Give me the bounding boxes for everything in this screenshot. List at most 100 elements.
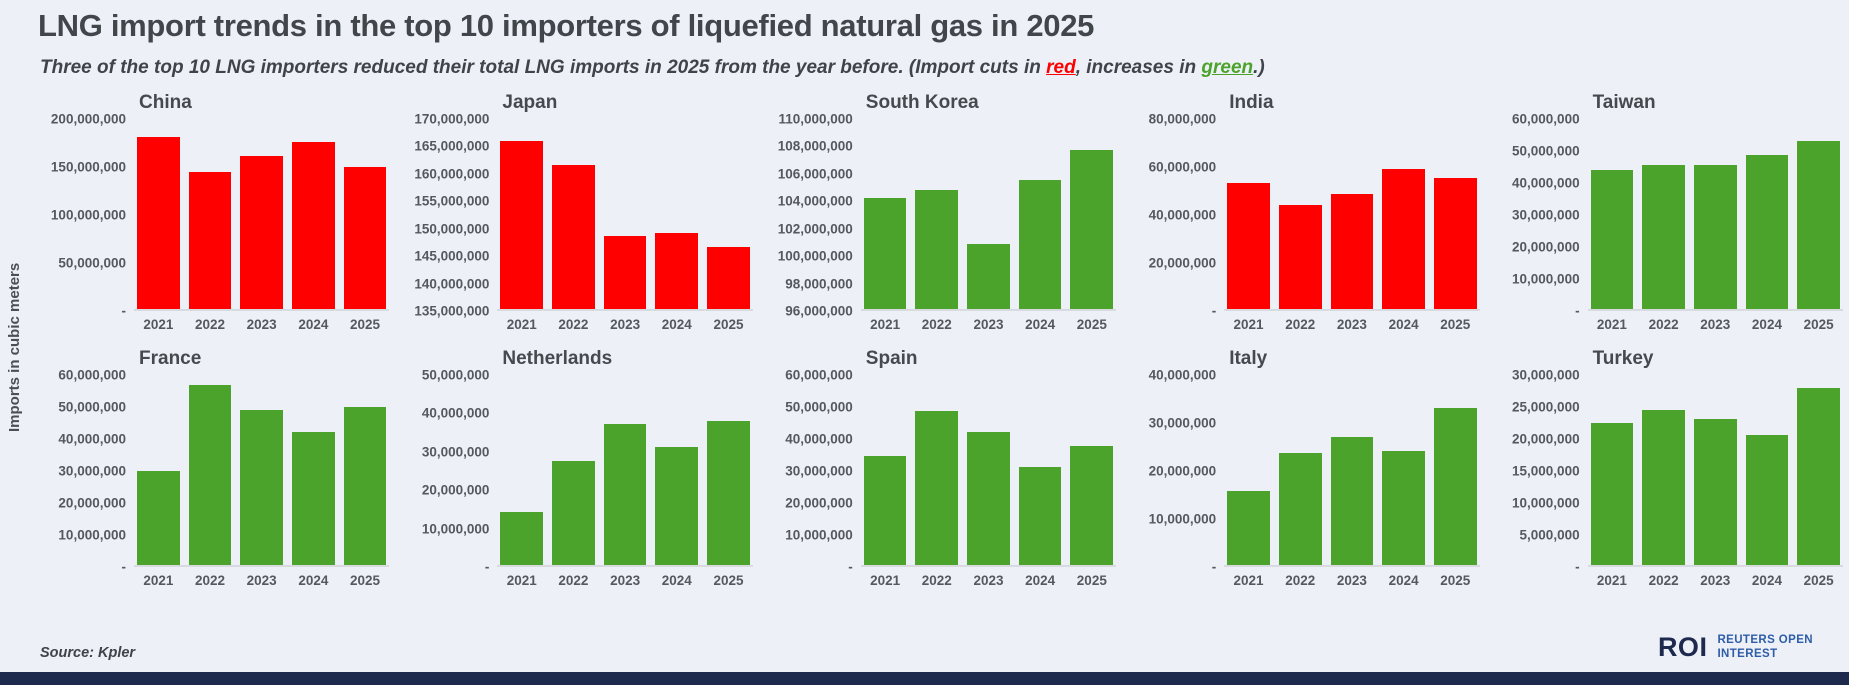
bar-2022 [552, 460, 595, 565]
bar-2024 [1745, 155, 1789, 309]
subtitle: Three of the top 10 LNG importers reduce… [40, 57, 1265, 79]
chart-title: India [1229, 92, 1274, 113]
x-axis-labels: 2021 2022 2023 2024 2025 [134, 567, 389, 594]
bar-2023 [240, 156, 284, 309]
roi-logo-line1: REUTERS OPEN [1717, 633, 1813, 646]
bar-2024 [292, 141, 335, 309]
bar-2023 [967, 243, 1010, 309]
plot-area [1587, 119, 1843, 311]
x-tick-label: 2025 [1440, 317, 1471, 332]
x-tick-label: 2025 [713, 573, 744, 588]
y-axis-ticks: 50,000,000 40,000,000 30,000,000 20,000,000… [393, 368, 497, 575]
plot-area [497, 119, 753, 311]
y-tick-label: 20,000,000 [421, 482, 490, 498]
y-tick-label: - [1211, 559, 1217, 575]
chart-south-korea: South Korea 110,000,000 108,000,000 106,00… [757, 92, 1117, 338]
x-tick-label: 2021 [143, 573, 174, 588]
y-axis-ticks: 60,000,000 50,000,000 40,000,000 30,000,000… [30, 368, 134, 575]
y-tick-label: 40,000,000 [1148, 367, 1217, 383]
x-tick-label: 2023 [973, 317, 1004, 332]
y-axis-ticks: 40,000,000 30,000,000 20,000,000 10,000,000… [1120, 368, 1224, 575]
chart-title: Turkey [1592, 348, 1654, 369]
y-tick-label: 145,000,000 [414, 248, 490, 264]
y-tick-label: 60,000,000 [785, 367, 853, 383]
x-tick-label: 2025 [350, 317, 381, 332]
y-tick-label: 40,000,000 [1148, 207, 1217, 223]
x-tick-label: 2023 [1700, 573, 1731, 588]
x-tick-label: 2023 [973, 573, 1004, 588]
y-tick-label: 20,000,000 [1512, 431, 1580, 447]
y-tick-label: 60,000,000 [1512, 111, 1580, 127]
y-tick-label: 10,000,000 [1512, 271, 1580, 287]
x-axis-labels: 2021 2022 2023 2024 2025 [861, 567, 1116, 594]
y-tick-label: - [848, 559, 853, 575]
x-axis-labels: 2021 2022 2023 2024 2025 [134, 311, 389, 338]
y-tick-label: 108,000,000 [777, 138, 853, 154]
y-tick-label: 150,000,000 [50, 159, 126, 175]
chart-title: China [139, 92, 192, 113]
bar-2021 [1227, 491, 1270, 565]
x-tick-label: 2022 [1648, 573, 1679, 588]
chart-france: France 60,000,000 50,000,000 40,000,000 30,… [30, 348, 390, 594]
bar-2023 [1693, 164, 1737, 309]
x-axis-labels: 2021 2022 2023 2024 2025 [1224, 311, 1479, 338]
plot-area [1224, 119, 1480, 311]
bar-2024 [1018, 180, 1062, 309]
y-tick-label: 40,000,000 [1512, 175, 1580, 191]
y-tick-label: 200,000,000 [50, 111, 126, 127]
bar-2024 [655, 233, 699, 309]
chart-title: Italy [1229, 348, 1268, 369]
x-tick-label: 2023 [1336, 573, 1367, 588]
y-tick-label: 106,000,000 [777, 166, 853, 182]
x-tick-label: 2021 [1596, 317, 1627, 332]
y-tick-label: 50,000,000 [58, 255, 126, 271]
subtitle-green-word: green [1201, 57, 1254, 78]
y-axis-ticks: 60,000,000 50,000,000 40,000,000 30,000,000… [1484, 112, 1588, 319]
x-tick-label: 2023 [610, 317, 641, 332]
x-tick-label: 2024 [1025, 573, 1056, 588]
bar-2023 [603, 424, 647, 565]
chart-title: Japan [502, 92, 558, 113]
bar-2023 [967, 432, 1010, 565]
x-axis-labels: 2021 2022 2023 2024 2025 [1224, 567, 1479, 594]
bar-2025 [1070, 150, 1114, 309]
bar-2021 [863, 455, 907, 565]
chart-turkey: Turkey 30,000,000 25,000,000 20,000,000 15,… [1484, 348, 1843, 594]
x-tick-label: 2021 [1596, 573, 1627, 588]
x-tick-label: 2024 [298, 317, 329, 332]
y-tick-label: 40,000,000 [785, 431, 853, 447]
bar-2025 [1797, 141, 1840, 309]
x-axis-labels: 2021 2022 2023 2024 2025 [1588, 567, 1843, 594]
plot-area [860, 375, 1117, 567]
x-tick-label: 2023 [246, 573, 277, 588]
bar-2025 [1797, 387, 1840, 565]
reuters-open-interest-logo: ROI REUTERS OPEN INTEREST [1658, 632, 1813, 663]
y-tick-label: 50,000,000 [421, 367, 490, 383]
y-tick-label: 50,000,000 [785, 399, 853, 415]
x-tick-label: 2022 [1285, 317, 1316, 332]
y-tick-label: 170,000,000 [414, 111, 490, 127]
bar-2021 [137, 137, 180, 309]
bar-2024 [1745, 435, 1789, 565]
x-tick-label: 2025 [1076, 573, 1107, 588]
charts-grid: China 200,000,000 150,000,000 100,000,000 5… [30, 92, 1843, 594]
y-tick-label: 10,000,000 [58, 527, 126, 543]
y-tick-label: 20,000,000 [58, 495, 126, 511]
roi-logo-text: REUTERS OPEN INTEREST [1717, 634, 1813, 662]
y-axis-ticks: 60,000,000 50,000,000 40,000,000 30,000,000… [757, 368, 861, 575]
bottom-brand-bar [0, 672, 1849, 685]
x-tick-label: 2021 [1233, 317, 1264, 332]
bar-2025 [1433, 178, 1477, 309]
chart-italy: Italy 40,000,000 30,000,000 20,000,000 10,0… [1120, 348, 1480, 594]
roi-logo-line2: INTEREST [1717, 647, 1778, 660]
x-axis-labels: 2021 2022 2023 2024 2025 [497, 311, 752, 338]
x-tick-label: 2021 [143, 317, 174, 332]
plot-area [497, 375, 753, 567]
bar-2022 [915, 189, 959, 309]
bar-2025 [1070, 446, 1114, 565]
bar-2025 [343, 406, 387, 565]
bar-2024 [292, 432, 335, 565]
y-tick-label: 135,000,000 [414, 303, 490, 319]
bar-2023 [1330, 193, 1374, 309]
bar-2025 [707, 420, 750, 565]
